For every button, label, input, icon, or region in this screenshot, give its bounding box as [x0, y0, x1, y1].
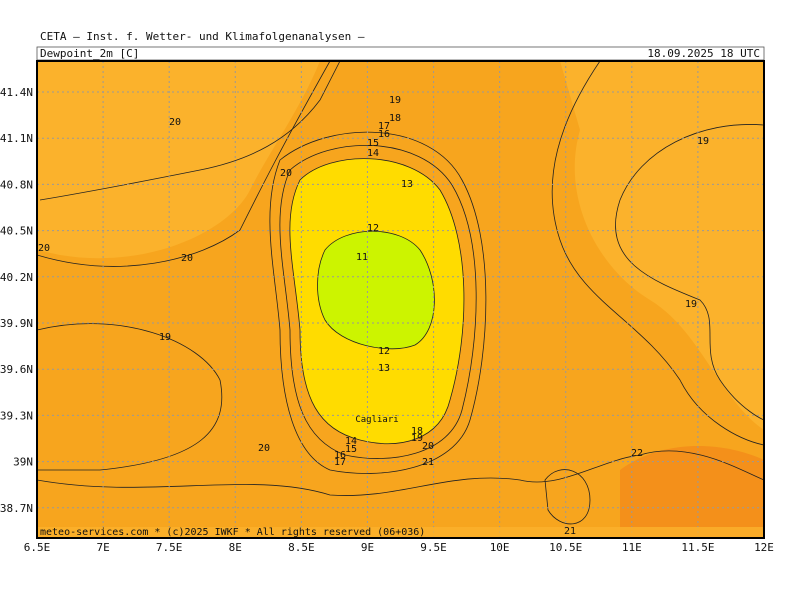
field-region: [560, 61, 764, 430]
lon-label: 6.5E: [24, 541, 51, 554]
lon-label: 10.5E: [549, 541, 582, 554]
contour-label: 18: [389, 113, 401, 124]
lat-label: 40.2N: [0, 271, 33, 284]
lon-label: 7E: [96, 541, 109, 554]
place-label: Cagliari: [355, 415, 398, 425]
contour-label: 16: [378, 129, 390, 140]
lon-label: 9E: [361, 541, 374, 554]
header-institute: CETA — Inst. f. Wetter- und Klimafolgena…: [40, 30, 365, 43]
field-region: [317, 231, 435, 349]
lon-label: 8.5E: [288, 541, 315, 554]
contour-label: 12: [367, 223, 379, 234]
contour-label: 20: [181, 253, 193, 264]
lat-label: 39.9N: [0, 317, 33, 330]
contour-label: 12: [378, 346, 390, 357]
lat-label: 40.5N: [0, 225, 33, 238]
contour-label: 20: [38, 243, 50, 254]
lat-label: 40.8N: [0, 178, 33, 191]
contour-label: 19: [389, 95, 401, 106]
contour-label: 14: [345, 436, 357, 447]
contour-lines: [37, 61, 764, 525]
contour-label: 14: [367, 148, 379, 159]
graticule: [37, 61, 764, 538]
contour-label: 15: [345, 444, 357, 455]
footer: meteo-services.com * (c)2025 IWKF * All …: [40, 527, 425, 538]
contour-label: 19: [411, 433, 423, 444]
lon-label: 7.5E: [156, 541, 183, 554]
contour-label: 19: [159, 332, 171, 343]
contour-label: 11: [356, 252, 368, 263]
map-area: [37, 61, 764, 538]
contour-label: 15: [367, 138, 379, 149]
field-region: [37, 61, 320, 259]
lon-label: 11E: [622, 541, 642, 554]
contour-label: 17: [378, 121, 390, 132]
contour-labels: 2020191817161514131211202019191912132014…: [38, 95, 709, 537]
lat-label: 39.3N: [0, 409, 33, 422]
lat-label: 39N: [13, 456, 33, 469]
contour-label: 21: [564, 526, 576, 537]
contour-label: 13: [378, 363, 390, 374]
contour-label: 22: [631, 448, 643, 459]
lat-label: 41.4N: [0, 86, 33, 99]
lat-label: 38.7N: [0, 502, 33, 515]
lat-label: 41.1N: [0, 132, 33, 145]
contour-label: 19: [697, 136, 709, 147]
contour-label: 21: [422, 457, 434, 468]
lon-label: 9.5E: [420, 541, 447, 554]
contour-label: 18: [411, 426, 423, 437]
field-name: Dewpoint_2m [C]: [40, 47, 139, 60]
lon-label: 11.5E: [681, 541, 714, 554]
lat-label: 39.6N: [0, 363, 33, 376]
valid-time: 18.09.2025 18 UTC: [647, 47, 760, 60]
contour-label: 20: [169, 117, 181, 128]
contour-label: 20: [280, 168, 292, 179]
field-region: [620, 446, 764, 538]
contour-label: 20: [422, 441, 434, 452]
contour-label: 17: [334, 457, 346, 468]
lon-label: 8E: [229, 541, 242, 554]
lon-label: 10E: [490, 541, 510, 554]
contour-label: 19: [685, 299, 697, 310]
contour-label: 13: [401, 179, 413, 190]
lon-label: 12E: [754, 541, 774, 554]
contour-label: 16: [334, 450, 346, 461]
footer-band: [37, 527, 764, 538]
contour-label: 20: [258, 443, 270, 454]
map-frame: [36, 60, 765, 539]
